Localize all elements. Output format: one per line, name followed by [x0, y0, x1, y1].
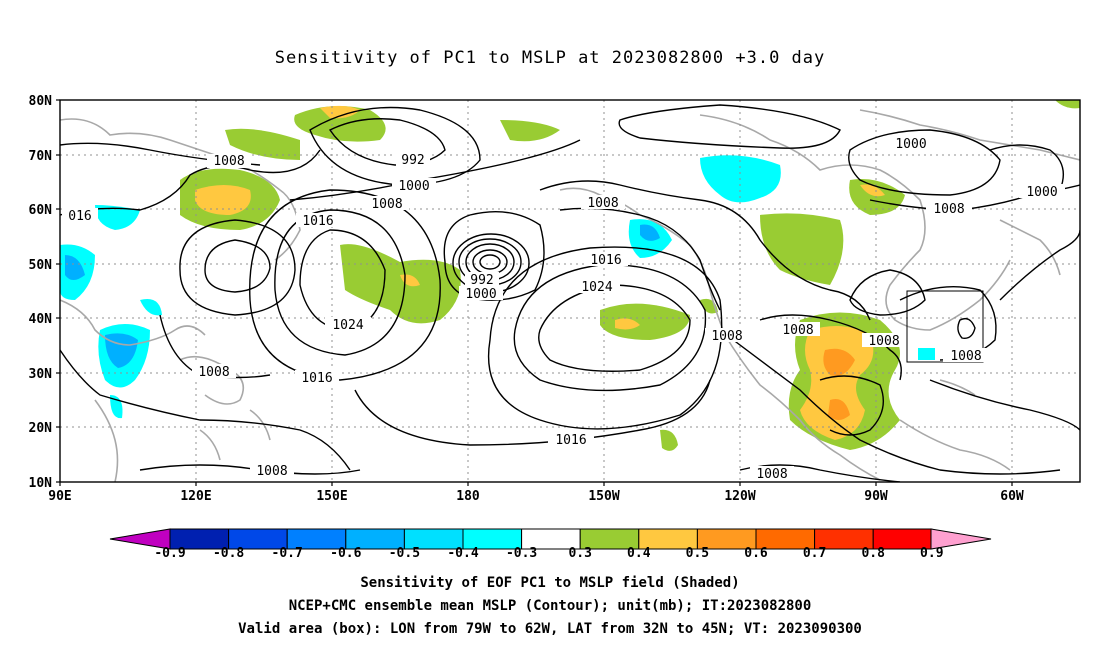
- contour-label: 1000: [465, 287, 496, 302]
- colorbar-tick-label: 0.4: [627, 546, 651, 561]
- contour-label: 1008: [782, 323, 813, 338]
- contour-label: 1016: [555, 433, 586, 448]
- colorbar-tick-label: 0.5: [686, 546, 709, 561]
- latitude-labels: 80N 70N 60N 50N 40N 30N 20N 10N: [29, 94, 53, 491]
- longitude-labels: 90E 120E 150E 180 150W 120W 90W 60W: [48, 489, 1024, 504]
- contour-label: 1008: [756, 467, 787, 482]
- contour-label: 1024: [581, 280, 612, 295]
- contour-label: 1016: [301, 371, 332, 386]
- colorbar-tick-label: -0.6: [330, 546, 361, 561]
- colorbar-tick-label: -0.9: [154, 546, 185, 561]
- plot-frame: [59, 99, 1081, 483]
- lat-label: 10N: [29, 476, 53, 491]
- colorbar-tick-label: 0.3: [568, 546, 591, 561]
- lon-label: 150E: [316, 489, 347, 504]
- contour-label: 1008: [371, 197, 402, 212]
- lon-label: 120E: [180, 489, 211, 504]
- colorbar-tick-label: -0.8: [213, 546, 244, 561]
- contour-label: 1000: [398, 179, 429, 194]
- lat-label: 80N: [29, 94, 53, 109]
- contour-label: 1008: [950, 349, 981, 364]
- lon-label: 60W: [1000, 489, 1024, 504]
- lon-label: 90W: [864, 489, 888, 504]
- lat-label: 70N: [29, 149, 53, 164]
- colorbar-tick-label: 0.9: [920, 546, 943, 561]
- colorbar-tick-label: -0.5: [389, 546, 420, 561]
- colorbar-tick-label: -0.3: [506, 546, 537, 561]
- caption-line-1: Sensitivity of EOF PC1 to MSLP field (Sh…: [360, 575, 740, 591]
- lon-label: 90E: [48, 489, 71, 504]
- contour-labels: 1008 992 1000 1008 016 1016 1024 1008 10…: [68, 137, 1058, 482]
- axis-ticks: [56, 99, 1013, 486]
- colorbar-tick-label: 0.6: [744, 546, 768, 561]
- colorbar-tick-label: -0.7: [272, 546, 303, 561]
- contour-label: 1008: [933, 202, 964, 217]
- contour-label: 992: [470, 273, 493, 288]
- lon-label: 120W: [724, 489, 755, 504]
- caption-line-3: Valid area (box): LON from 79W to 62W, L…: [238, 621, 862, 637]
- colorbar-right-arrow: [930, 528, 992, 550]
- caption-line-2: NCEP+CMC ensemble mean MSLP (Contour); u…: [288, 598, 812, 614]
- sensitivity-shading: [60, 100, 1080, 451]
- lon-label: 180: [456, 489, 480, 504]
- map-title: Sensitivity of PC1 to MSLP at 2023082800…: [274, 48, 826, 68]
- contour-label: 1016: [590, 253, 621, 268]
- contour-label: 1000: [1026, 185, 1057, 200]
- contour-label: 016: [68, 209, 91, 224]
- contour-label: 1008: [587, 196, 618, 211]
- contour-label: 1008: [256, 464, 287, 479]
- colorbar-tick-label: 0.7: [803, 546, 826, 561]
- contour-label: 1008: [198, 365, 229, 380]
- contour-label: 1000: [895, 137, 926, 152]
- lat-label: 30N: [29, 367, 53, 382]
- contour-label: 1016: [302, 214, 333, 229]
- lat-label: 60N: [29, 203, 53, 218]
- contour-label: 1024: [332, 318, 363, 333]
- lat-label: 40N: [29, 312, 53, 327]
- lat-label: 20N: [29, 421, 53, 436]
- lon-label: 150W: [588, 489, 619, 504]
- contour-label: 992: [401, 153, 424, 168]
- contour-label: 1008: [213, 154, 244, 169]
- colorbar: -0.9 -0.8 -0.7 -0.6 -0.5 -0.4 -0.3 0.3 0.4 0.5 0.6…: [109, 528, 992, 561]
- lat-label: 50N: [29, 258, 53, 273]
- colorbar-tick-label: -0.4: [447, 546, 478, 561]
- colorbar-tick-label: 0.8: [861, 546, 885, 561]
- contour-label: 1008: [868, 334, 899, 349]
- contour-label: 1008: [711, 329, 742, 344]
